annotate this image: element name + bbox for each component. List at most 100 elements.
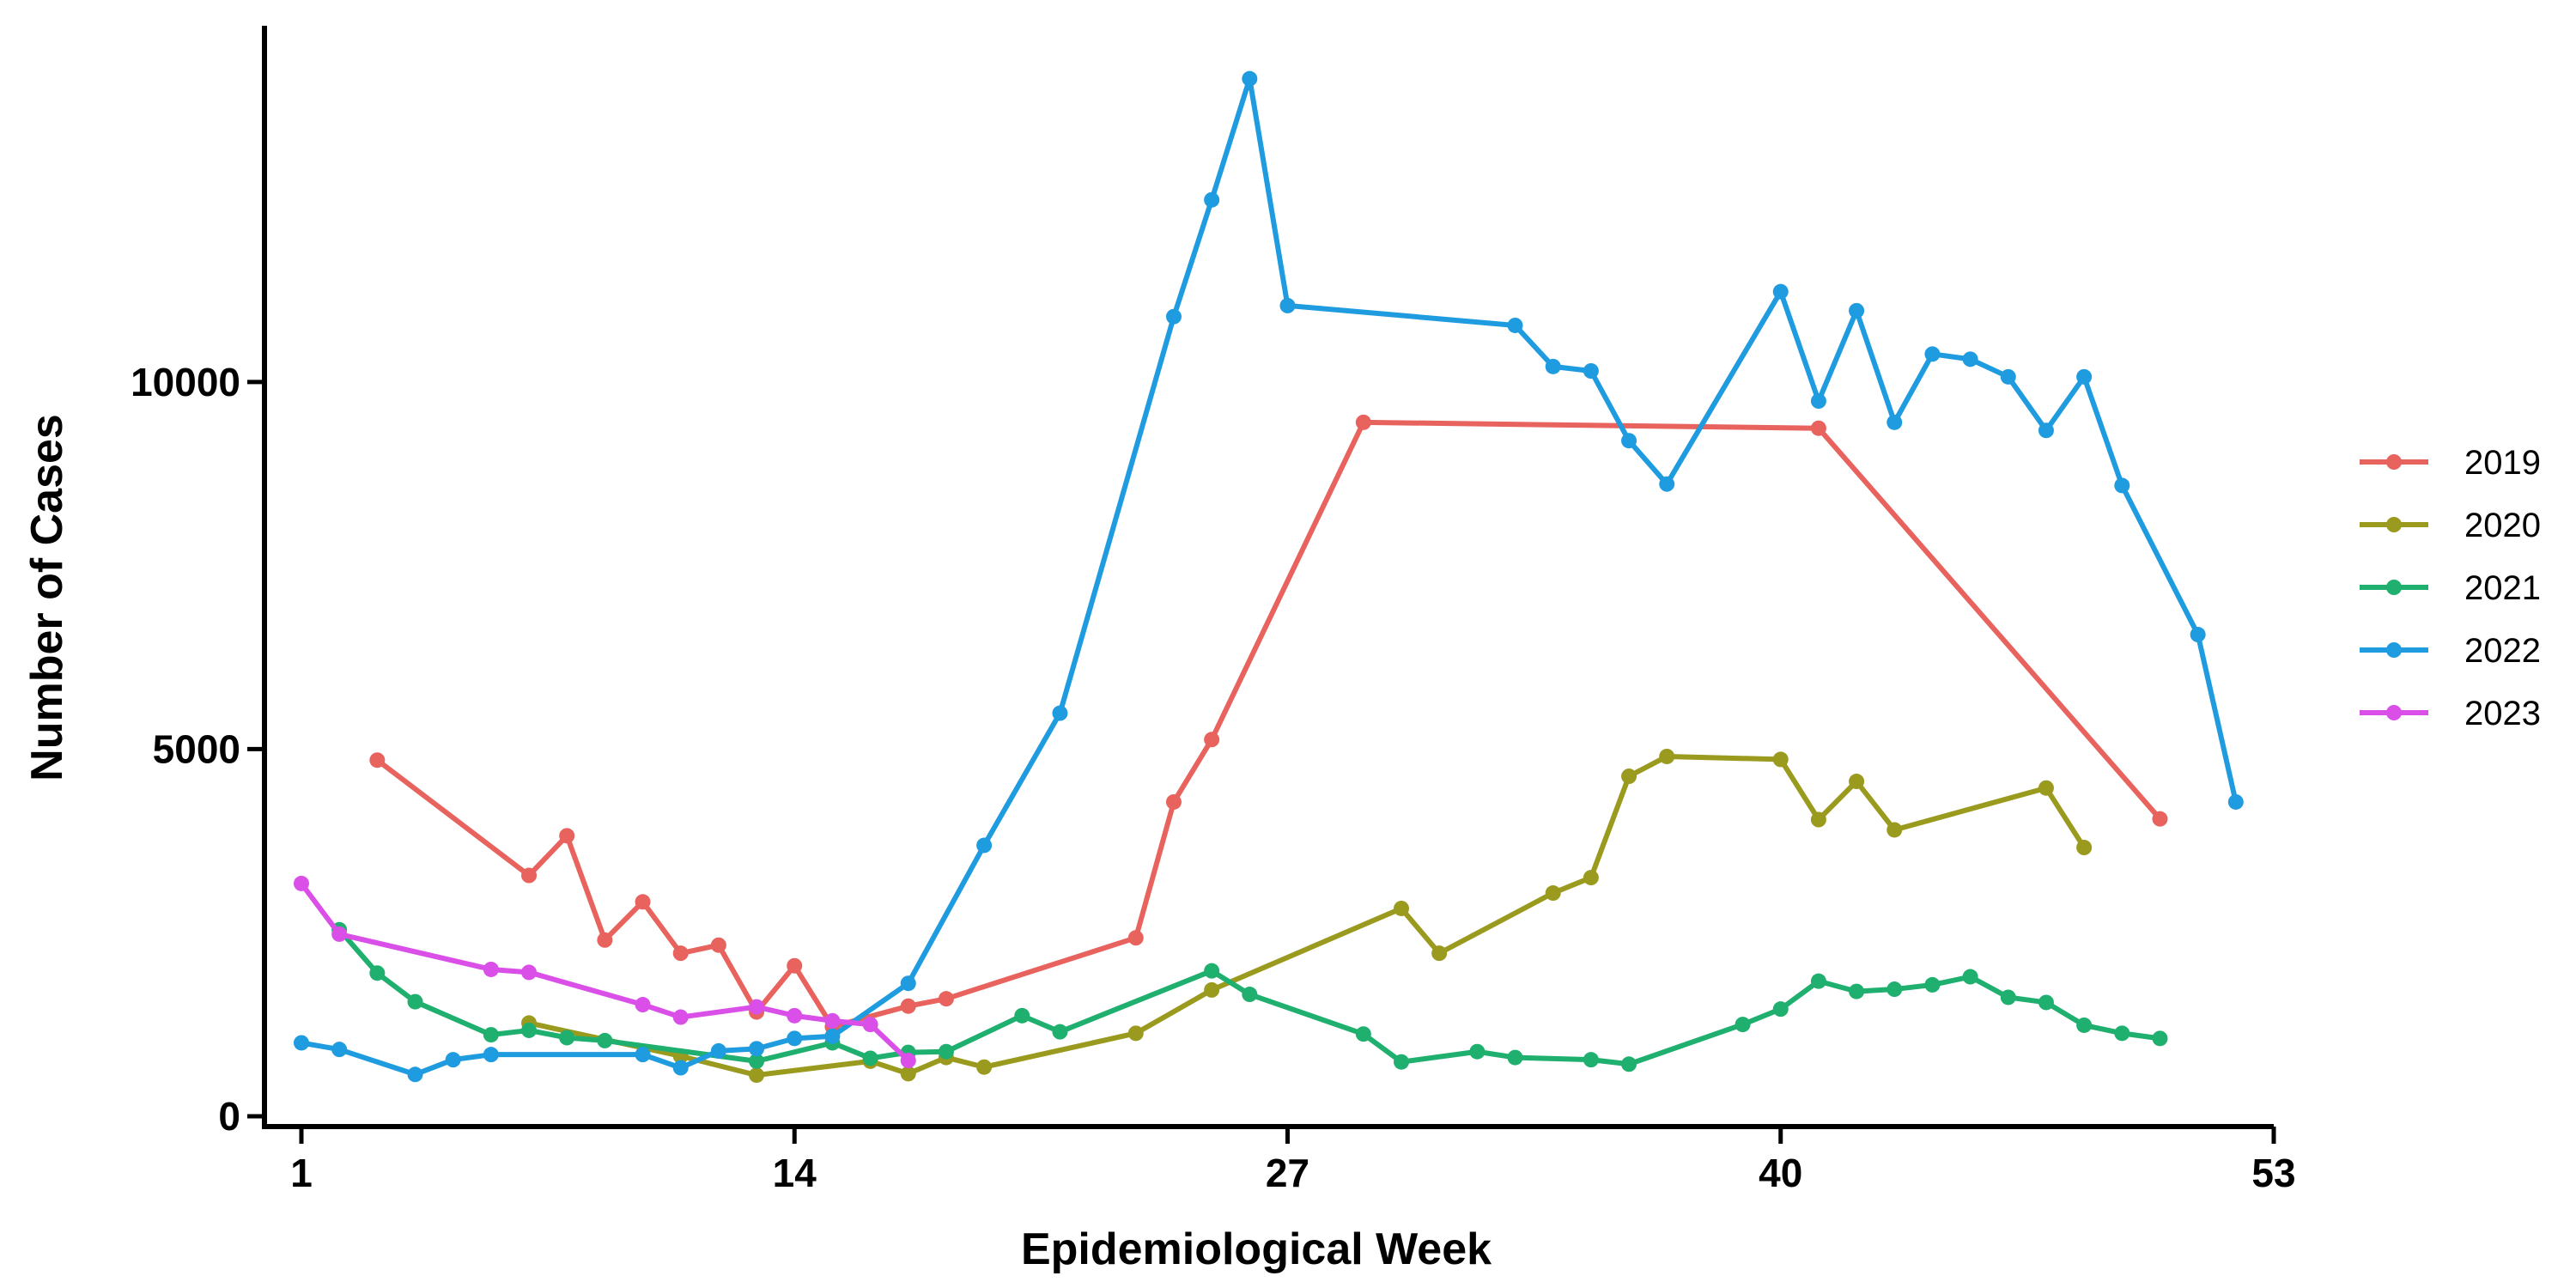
data-point-2021 <box>1772 1001 1789 1018</box>
data-point-2020 <box>1886 822 1903 838</box>
data-point-2019 <box>369 752 386 769</box>
data-point-2023 <box>900 1053 916 1069</box>
data-point-2020 <box>2038 780 2054 796</box>
x-axis-title: Epidemiological Week <box>1021 1224 1492 1274</box>
data-point-2021 <box>2076 1017 2093 1033</box>
series-2021 <box>331 921 2168 1072</box>
data-point-2019 <box>597 932 613 948</box>
data-point-2022 <box>1810 393 1826 410</box>
data-point-2022 <box>2038 422 2054 439</box>
data-point-2020 <box>1127 1025 1144 1042</box>
data-point-2021 <box>1849 983 1865 999</box>
x-tick-label: 40 <box>1759 1151 1802 1195</box>
data-point-2021 <box>938 1043 954 1060</box>
data-point-2022 <box>2227 793 2244 810</box>
data-point-2022 <box>483 1047 499 1063</box>
data-point-2021 <box>2000 989 2016 1005</box>
data-point-2019 <box>635 894 651 910</box>
data-point-2019 <box>900 998 916 1014</box>
data-point-2021 <box>1242 987 1258 1003</box>
data-point-2020 <box>1621 769 1637 785</box>
series-2019 <box>369 414 2168 1035</box>
legend-swatch-point <box>2386 642 2402 658</box>
x-tick-label: 14 <box>773 1151 817 1195</box>
data-point-2022 <box>1659 476 1675 492</box>
series-line-2021 <box>337 927 2163 1067</box>
axes: 1 14 27 40 53 0 5000 10000 <box>131 26 2296 1195</box>
data-point-2022 <box>1204 191 1220 208</box>
x-tick-label: 53 <box>2251 1151 2295 1195</box>
data-point-2020 <box>749 1067 765 1084</box>
data-point-2022 <box>1052 705 1068 721</box>
data-point-2021 <box>369 965 386 981</box>
legend-label: 2019 <box>2464 444 2541 482</box>
data-point-2022 <box>1962 351 1978 368</box>
data-point-2020 <box>1545 885 1561 902</box>
x-tick-label: 1 <box>290 1151 313 1195</box>
data-point-2022 <box>672 1060 689 1076</box>
data-point-2022 <box>1545 358 1561 374</box>
data-point-2019 <box>521 867 538 884</box>
data-point-2021 <box>1735 1017 1751 1033</box>
x-tick-label: 27 <box>1266 1151 1309 1195</box>
data-point-2019 <box>2152 811 2168 827</box>
data-point-2022 <box>294 1035 309 1051</box>
data-point-2022 <box>1507 317 1523 333</box>
data-point-2020 <box>1849 774 1865 790</box>
data-point-2023 <box>749 999 765 1015</box>
data-point-2021 <box>1583 1052 1599 1068</box>
data-point-2023 <box>521 964 538 981</box>
data-point-2020 <box>1394 900 1410 916</box>
legend-label: 2023 <box>2464 695 2541 732</box>
data-point-2021 <box>1355 1026 1371 1042</box>
data-point-2023 <box>635 997 651 1013</box>
data-point-2022 <box>2114 477 2130 494</box>
data-point-2023 <box>824 1012 841 1029</box>
data-point-2019 <box>1127 930 1144 946</box>
data-point-2023 <box>483 961 499 977</box>
data-point-2020 <box>900 1066 916 1082</box>
data-point-2022 <box>976 837 993 854</box>
data-point-2023 <box>294 875 309 891</box>
data-point-2019 <box>1355 414 1371 430</box>
data-point-2020 <box>1659 748 1675 764</box>
y-tick-label: 5000 <box>153 726 240 771</box>
data-point-2022 <box>1924 346 1941 362</box>
data-point-2021 <box>1394 1054 1410 1070</box>
data-point-2019 <box>787 957 803 974</box>
data-point-2021 <box>1886 981 1903 998</box>
data-point-2021 <box>1052 1024 1068 1040</box>
data-point-2021 <box>407 993 423 1010</box>
data-point-2023 <box>862 1017 878 1033</box>
data-point-2022 <box>900 975 916 992</box>
data-point-2020 <box>1583 870 1599 886</box>
data-point-2021 <box>1621 1056 1637 1072</box>
series-2023 <box>294 875 916 1069</box>
legend-item-2021: 2021 <box>2360 569 2541 607</box>
data-point-2021 <box>483 1027 499 1043</box>
data-point-2020 <box>1772 751 1789 768</box>
legend-label: 2020 <box>2464 507 2541 544</box>
data-point-2022 <box>407 1066 423 1083</box>
legend-swatch-point <box>2386 517 2402 532</box>
data-point-2019 <box>1165 793 1182 810</box>
series-layer <box>294 70 2244 1084</box>
y-tick-label: 0 <box>218 1094 240 1139</box>
data-point-2022 <box>1849 302 1865 319</box>
legend-item-2023: 2023 <box>2360 695 2541 732</box>
data-point-2021 <box>559 1030 575 1046</box>
y-ticks: 0 5000 10000 <box>131 360 264 1139</box>
data-point-2020 <box>1810 811 1826 828</box>
data-point-2021 <box>749 1053 765 1069</box>
legend-item-2022: 2022 <box>2360 632 2541 670</box>
series-2020 <box>521 748 2093 1084</box>
y-axis-title: Number of Cases <box>22 414 72 781</box>
data-point-2022 <box>2190 627 2206 643</box>
data-point-2021 <box>1810 973 1826 989</box>
data-point-2022 <box>635 1047 651 1063</box>
data-point-2021 <box>1469 1043 1485 1060</box>
data-point-2021 <box>521 1022 538 1038</box>
data-point-2022 <box>787 1030 803 1047</box>
data-point-2022 <box>1279 297 1296 313</box>
